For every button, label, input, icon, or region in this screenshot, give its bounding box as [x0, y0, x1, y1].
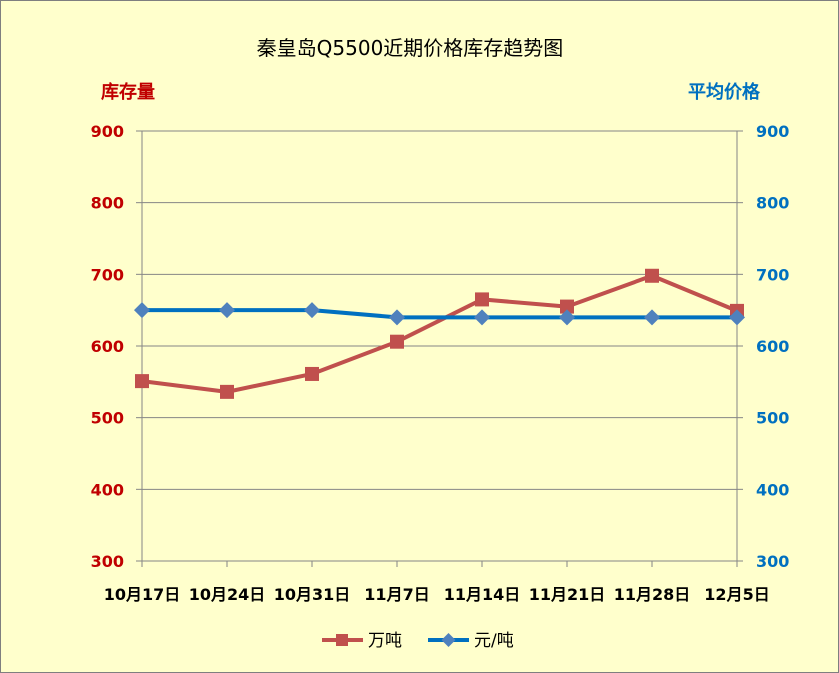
- y-right-tick-label: 400: [756, 480, 789, 499]
- stock-data-point: [390, 334, 404, 349]
- price-data-point: [644, 309, 660, 326]
- stock-series-line: [141, 273, 738, 394]
- legend-marker-square: [336, 634, 348, 646]
- price-data-point: [389, 309, 405, 326]
- legend-marker-diamond: [441, 633, 456, 647]
- price-series-line: [142, 308, 737, 320]
- y-left-tick-label: 600: [91, 337, 124, 356]
- stock-data-point: [305, 366, 319, 381]
- price-data-point: [474, 309, 490, 326]
- price-data-point: [304, 302, 320, 319]
- y-left-tick-label: 300: [91, 552, 124, 571]
- stock-data-point: [560, 299, 574, 314]
- axes: [136, 130, 743, 567]
- chart-title: 秦皇岛Q5500近期价格库存趋势图: [257, 36, 564, 60]
- price-data-point: [729, 309, 745, 326]
- gridlines: [142, 130, 737, 490]
- stock-data-point: [135, 374, 149, 389]
- stock-data-point: [220, 384, 234, 399]
- x-tick-label: 10月24日: [189, 585, 266, 604]
- y-left-tick-label: 800: [91, 194, 124, 213]
- left-axis-title: 库存量: [101, 81, 155, 103]
- stock-data-point: [645, 268, 659, 283]
- price-data-point: [134, 302, 150, 319]
- y-left-tick-label: 400: [91, 480, 124, 499]
- price-data-point: [219, 302, 235, 319]
- x-tick-label: 11月7日: [364, 585, 429, 604]
- tick-labels: 900 800 700 600 500 400 300 900 800 700 600 500 400 3…: [91, 122, 790, 604]
- right-axis-title: 平均价格: [688, 81, 761, 103]
- y-right-tick-label: 600: [756, 337, 789, 356]
- series: [134, 268, 745, 399]
- y-right-tick-label: 500: [756, 409, 789, 428]
- x-tick-label: 11月14日: [444, 585, 521, 604]
- legend-label-stock: 万吨: [368, 631, 402, 651]
- legend: 万吨 元/吨: [322, 631, 514, 651]
- x-tick-label: 11月21日: [529, 585, 606, 604]
- x-tick-label: 10月17日: [104, 585, 181, 604]
- legend-label-price: 元/吨: [474, 631, 514, 651]
- stock-data-point: [475, 292, 489, 307]
- x-tick-label: 11月28日: [614, 585, 691, 604]
- y-left-tick-label: 700: [91, 265, 124, 284]
- y-right-tick-label: 700: [756, 265, 789, 284]
- x-tick-label: 12月5日: [704, 585, 769, 604]
- y-left-tick-label: 900: [91, 122, 124, 141]
- y-right-tick-label: 900: [756, 122, 789, 141]
- price-data-point: [559, 309, 575, 326]
- y-left-tick-label: 500: [91, 409, 124, 428]
- x-tick-label: 10月31日: [274, 585, 351, 604]
- y-right-tick-label: 300: [756, 552, 789, 571]
- y-right-tick-label: 800: [756, 194, 789, 213]
